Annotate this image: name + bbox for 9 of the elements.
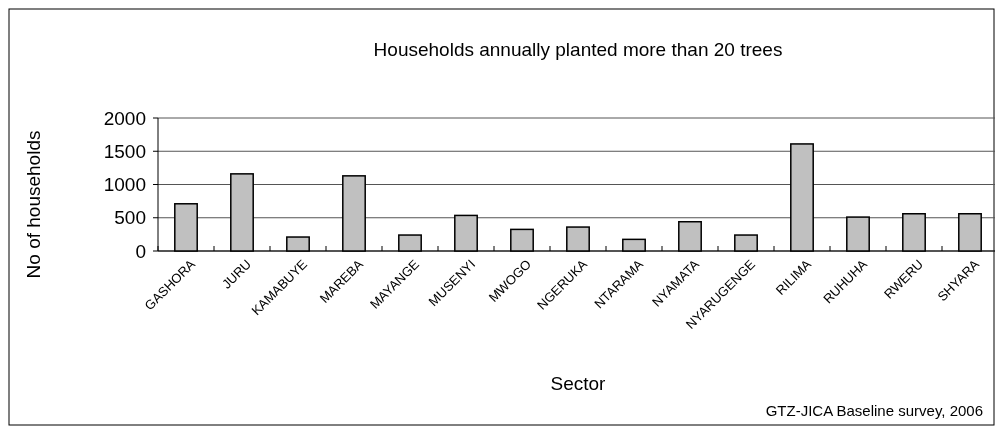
y-tick-label: 1000 <box>103 174 146 196</box>
y-tick-label: 2000 <box>103 107 146 129</box>
y-tick-label: 0 <box>135 240 146 262</box>
text: GTZ-JICA Baseline survey, 2006 <box>765 402 983 419</box>
y-tick-label: 1500 <box>103 140 146 162</box>
x-axis-title: Sector <box>550 373 607 394</box>
chart-title: Households annually planted more than 20 trees <box>373 39 783 60</box>
y-tick-label: 500 <box>114 207 146 229</box>
y-axis-title: No of households <box>23 130 44 279</box>
